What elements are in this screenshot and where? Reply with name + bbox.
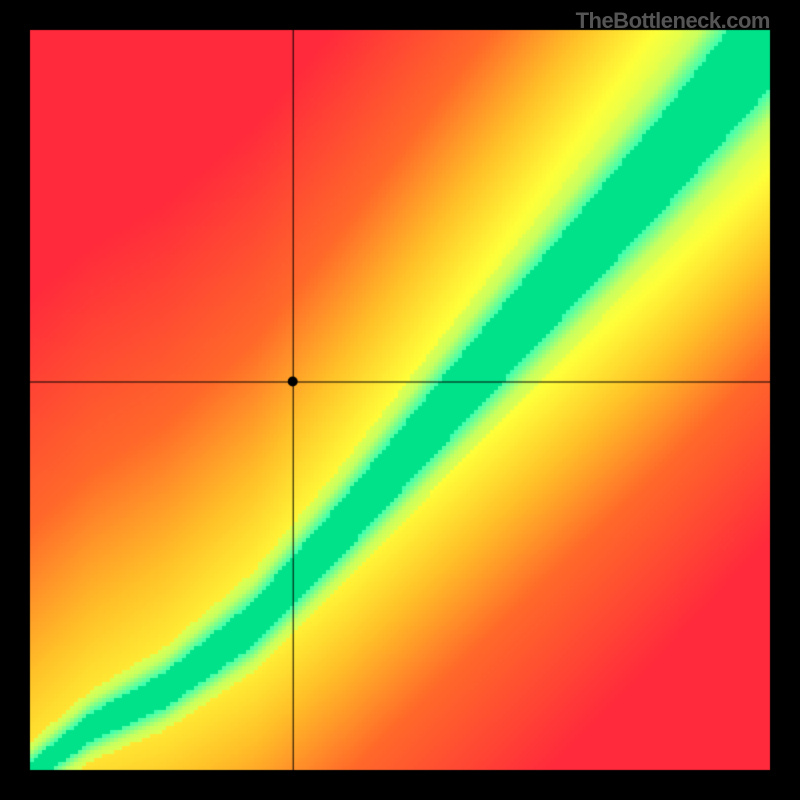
- watermark-label: TheBottleneck.com: [576, 8, 770, 34]
- heatmap-canvas: [0, 0, 800, 800]
- chart-root: TheBottleneck.com: [0, 0, 800, 800]
